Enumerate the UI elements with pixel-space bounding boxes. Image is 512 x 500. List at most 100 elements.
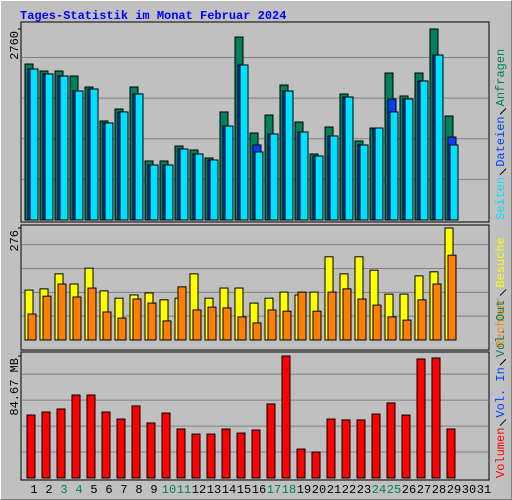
x-tick-label: 15 — [237, 483, 251, 497]
bar — [237, 316, 247, 341]
bar — [449, 144, 459, 221]
bar — [26, 414, 36, 479]
x-tick-label: 8 — [135, 483, 142, 497]
bar — [177, 286, 187, 341]
legend-separator — [499, 419, 507, 426]
x-tick-label: 24 — [372, 483, 386, 497]
bar — [269, 133, 279, 221]
legend-label: Anfragen — [494, 49, 508, 107]
bar — [329, 135, 339, 221]
legend-label: Vol. Out — [494, 300, 508, 358]
x-tick-label: 2 — [45, 483, 52, 497]
bar — [87, 287, 97, 341]
bar — [372, 304, 382, 341]
bar — [176, 428, 186, 479]
bar — [146, 422, 156, 479]
legend-separator — [499, 358, 507, 366]
bar — [282, 310, 292, 341]
bar — [416, 358, 426, 479]
x-tick-label: 20 — [312, 483, 326, 497]
bar — [131, 405, 141, 479]
bar — [59, 75, 69, 221]
legend-label: Besuche — [494, 237, 508, 287]
chart-title: Tages-Statistik im Monat Februar 2024 — [20, 9, 286, 23]
bar — [401, 414, 411, 479]
bar — [432, 283, 442, 341]
bar — [56, 408, 66, 479]
bar — [72, 296, 82, 341]
bar — [356, 419, 366, 479]
bar — [326, 418, 336, 479]
bar — [44, 73, 54, 221]
bar — [89, 88, 99, 221]
bar — [86, 394, 96, 479]
bar — [344, 96, 354, 221]
bar — [27, 313, 37, 341]
legend-label: Volumen — [494, 428, 508, 478]
bar — [102, 311, 112, 341]
bar — [41, 411, 51, 479]
x-tick-label: 31 — [477, 483, 491, 497]
legend-separator — [499, 289, 507, 296]
bar — [389, 111, 399, 221]
bar — [386, 402, 396, 479]
x-tick-label: 30 — [462, 483, 476, 497]
bar — [29, 68, 39, 221]
bar — [119, 111, 129, 221]
x-tick-label: 26 — [402, 483, 416, 497]
bar — [42, 295, 52, 341]
y-tick-label: 2760 — [8, 31, 22, 60]
x-tick-label: 18 — [282, 483, 296, 497]
bar — [222, 307, 232, 341]
bar — [104, 122, 114, 221]
x-tick-label: 19 — [297, 483, 311, 497]
bar — [281, 355, 291, 479]
bar — [254, 151, 264, 221]
bar — [419, 80, 429, 221]
bar — [296, 448, 306, 479]
x-tick-label: 6 — [105, 483, 112, 497]
bar — [71, 394, 81, 479]
bar — [74, 90, 84, 221]
bar — [371, 413, 381, 479]
bar — [267, 309, 277, 341]
x-tick-label: 25 — [387, 483, 401, 497]
bar — [359, 144, 369, 221]
y-tick-label: 276 — [8, 230, 22, 252]
x-tick-label: 28 — [432, 483, 446, 497]
bar — [311, 451, 321, 479]
bar — [117, 317, 127, 341]
bar — [179, 148, 189, 221]
legend-separator — [499, 168, 507, 176]
x-tick-label: 4 — [75, 483, 82, 497]
bar — [312, 310, 322, 341]
bar — [207, 306, 217, 341]
bar — [134, 93, 144, 221]
bar — [101, 411, 111, 479]
bar — [251, 429, 261, 479]
x-tick-label: 27 — [417, 483, 431, 497]
x-tick-label: 23 — [357, 483, 371, 497]
x-tick-label: 3 — [60, 483, 67, 497]
bar — [404, 98, 414, 221]
bar — [314, 155, 324, 221]
x-tick-label: 17 — [267, 483, 281, 497]
x-tick-label: 21 — [327, 483, 341, 497]
x-tick-label: 14 — [222, 483, 236, 497]
bar — [446, 428, 456, 479]
bar — [447, 254, 457, 341]
bar — [192, 309, 202, 341]
bar — [284, 90, 294, 221]
x-tick-label: 7 — [120, 483, 127, 497]
bar — [417, 299, 427, 341]
bar — [221, 428, 231, 479]
bar — [161, 412, 171, 479]
x-tick-label: 13 — [207, 483, 221, 497]
bar — [209, 159, 219, 221]
bar — [147, 302, 157, 341]
bar — [206, 433, 216, 479]
bar — [116, 418, 126, 479]
bar — [132, 298, 142, 341]
bar — [341, 419, 351, 479]
